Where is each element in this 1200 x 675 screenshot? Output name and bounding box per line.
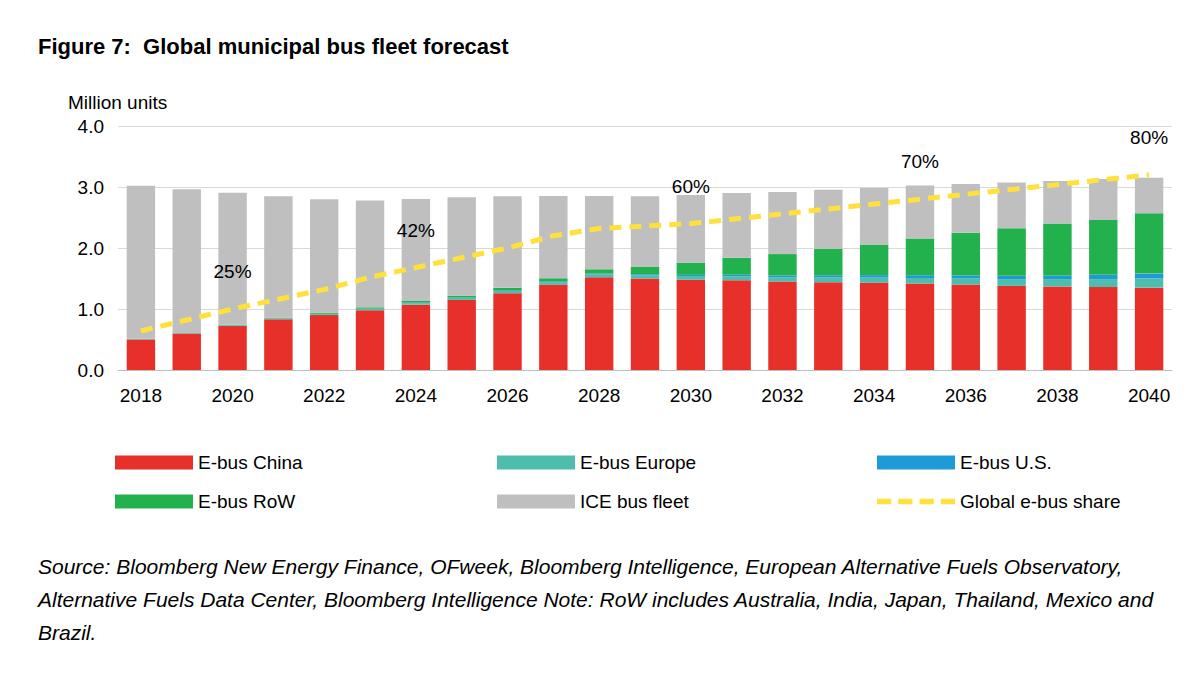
svg-text:60%: 60% (672, 176, 710, 197)
svg-text:2032: 2032 (761, 385, 803, 406)
svg-text:Million units: Million units (68, 92, 167, 113)
svg-text:ICE bus fleet: ICE bus fleet (580, 491, 689, 512)
svg-text:Brazil.: Brazil. (38, 621, 96, 644)
svg-text:2028: 2028 (578, 385, 620, 406)
svg-text:2026: 2026 (486, 385, 528, 406)
svg-text:E-bus Europe: E-bus Europe (580, 452, 696, 473)
svg-text:2038: 2038 (1036, 385, 1078, 406)
svg-text:E-bus RoW: E-bus RoW (198, 491, 295, 512)
svg-text:3.0: 3.0 (78, 177, 104, 198)
svg-text:Figure 7: Global municipal bu: Figure 7: Global municipal bus fleet for… (38, 34, 509, 59)
svg-text:Source: Bloomberg New Energy F: Source: Bloomberg New Energy Finance, OF… (38, 555, 1128, 578)
svg-text:2034: 2034 (853, 385, 896, 406)
svg-text:Alternative Fuels Data Center,: Alternative Fuels Data Center, Bloomberg… (36, 588, 1159, 611)
svg-text:2024: 2024 (395, 385, 438, 406)
svg-text:1.0: 1.0 (78, 299, 104, 320)
svg-text:E-bus China: E-bus China (198, 452, 303, 473)
svg-text:25%: 25% (214, 261, 252, 282)
svg-text:2040: 2040 (1128, 385, 1170, 406)
svg-text:42%: 42% (397, 220, 435, 241)
svg-text:2036: 2036 (945, 385, 987, 406)
svg-text:2.0: 2.0 (78, 238, 104, 259)
svg-text:70%: 70% (901, 151, 939, 172)
svg-text:2018: 2018 (120, 385, 162, 406)
svg-text:4.0: 4.0 (78, 116, 104, 137)
svg-text:2022: 2022 (303, 385, 345, 406)
svg-text:0.0: 0.0 (78, 360, 104, 381)
svg-text:Global e-bus share: Global e-bus share (960, 491, 1121, 512)
svg-text:2030: 2030 (670, 385, 712, 406)
svg-text:80%: 80% (1130, 127, 1168, 148)
svg-text:2020: 2020 (211, 385, 253, 406)
svg-text:E-bus U.S.: E-bus U.S. (960, 452, 1052, 473)
